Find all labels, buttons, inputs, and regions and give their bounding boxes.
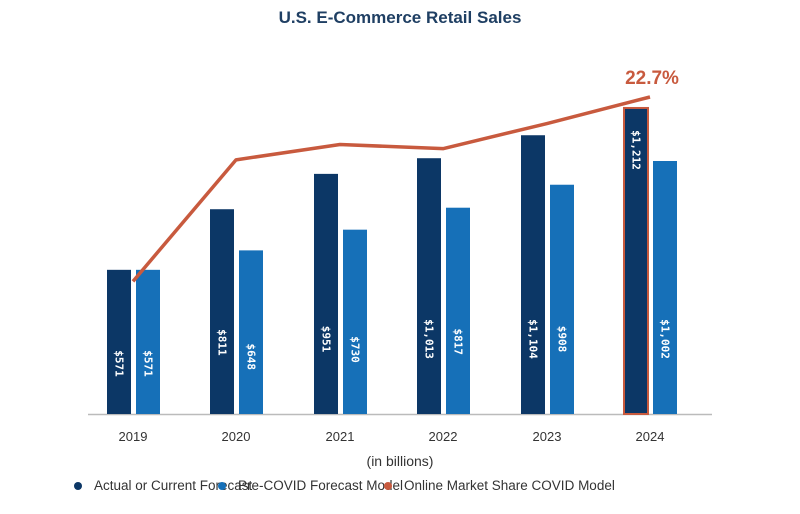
bar-value-label: $1,013: [423, 319, 436, 359]
bar-value-label: $1,002: [659, 319, 672, 359]
legend-item-actual: Actual or Current Forecast: [74, 478, 252, 493]
legend-dot-icon: [218, 481, 226, 490]
legend-dot-icon: [384, 481, 392, 490]
x-tick-label: 2024: [636, 429, 665, 444]
bar-value-label: $1,212: [630, 130, 643, 170]
market-share-end-label: 22.7%: [625, 68, 679, 89]
bar-precovid-2021: [343, 229, 367, 414]
legend-label: Online Market Share COVID Model: [404, 478, 615, 493]
legend-label: Pre-COVID Forecast Model: [238, 478, 404, 493]
bar-precovid-2024: [653, 160, 677, 414]
bar-value-label: $730: [349, 336, 362, 363]
x-tick-label: 2023: [533, 429, 562, 444]
legend-label: Actual or Current Forecast: [94, 478, 253, 493]
chart-title: U.S. E-Commerce Retail Sales: [278, 8, 522, 27]
x-tick-label: 2020: [222, 429, 251, 444]
x-tick-label: 2021: [326, 429, 355, 444]
x-tick-label: 2022: [429, 429, 458, 444]
bar-actual-2022: [417, 158, 441, 414]
bar-value-label: $571: [113, 350, 126, 377]
market-share-line: [131, 95, 651, 283]
bar-precovid-2023: [550, 184, 574, 414]
legend-item-precovid: Pre-COVID Forecast Model: [218, 478, 403, 493]
bar-actual-2021: [314, 173, 338, 414]
bar-value-label: $951: [320, 326, 333, 353]
bar-precovid-2022: [446, 207, 470, 414]
bar-actual-2019: [107, 269, 131, 414]
legend-dot-icon: [74, 481, 82, 490]
legend-item-market-share: Online Market Share COVID Model: [384, 478, 615, 493]
unit-label: (in billions): [366, 453, 434, 469]
bar-value-label: $571: [142, 350, 155, 377]
bar-value-label: $811: [216, 329, 229, 356]
bar-value-label: $1,104: [527, 319, 540, 359]
bar-actual-2020: [210, 209, 234, 414]
bar-value-label: $908: [556, 326, 569, 353]
bar-precovid-2020: [239, 250, 263, 414]
x-tick-label: 2019: [119, 429, 148, 444]
bar-precovid-2019: [136, 269, 160, 414]
bar-value-label: $817: [452, 329, 465, 356]
bar-actual-2024: [623, 106, 649, 415]
bar-actual-2023: [521, 135, 545, 415]
bar-value-label: $648: [245, 343, 258, 370]
